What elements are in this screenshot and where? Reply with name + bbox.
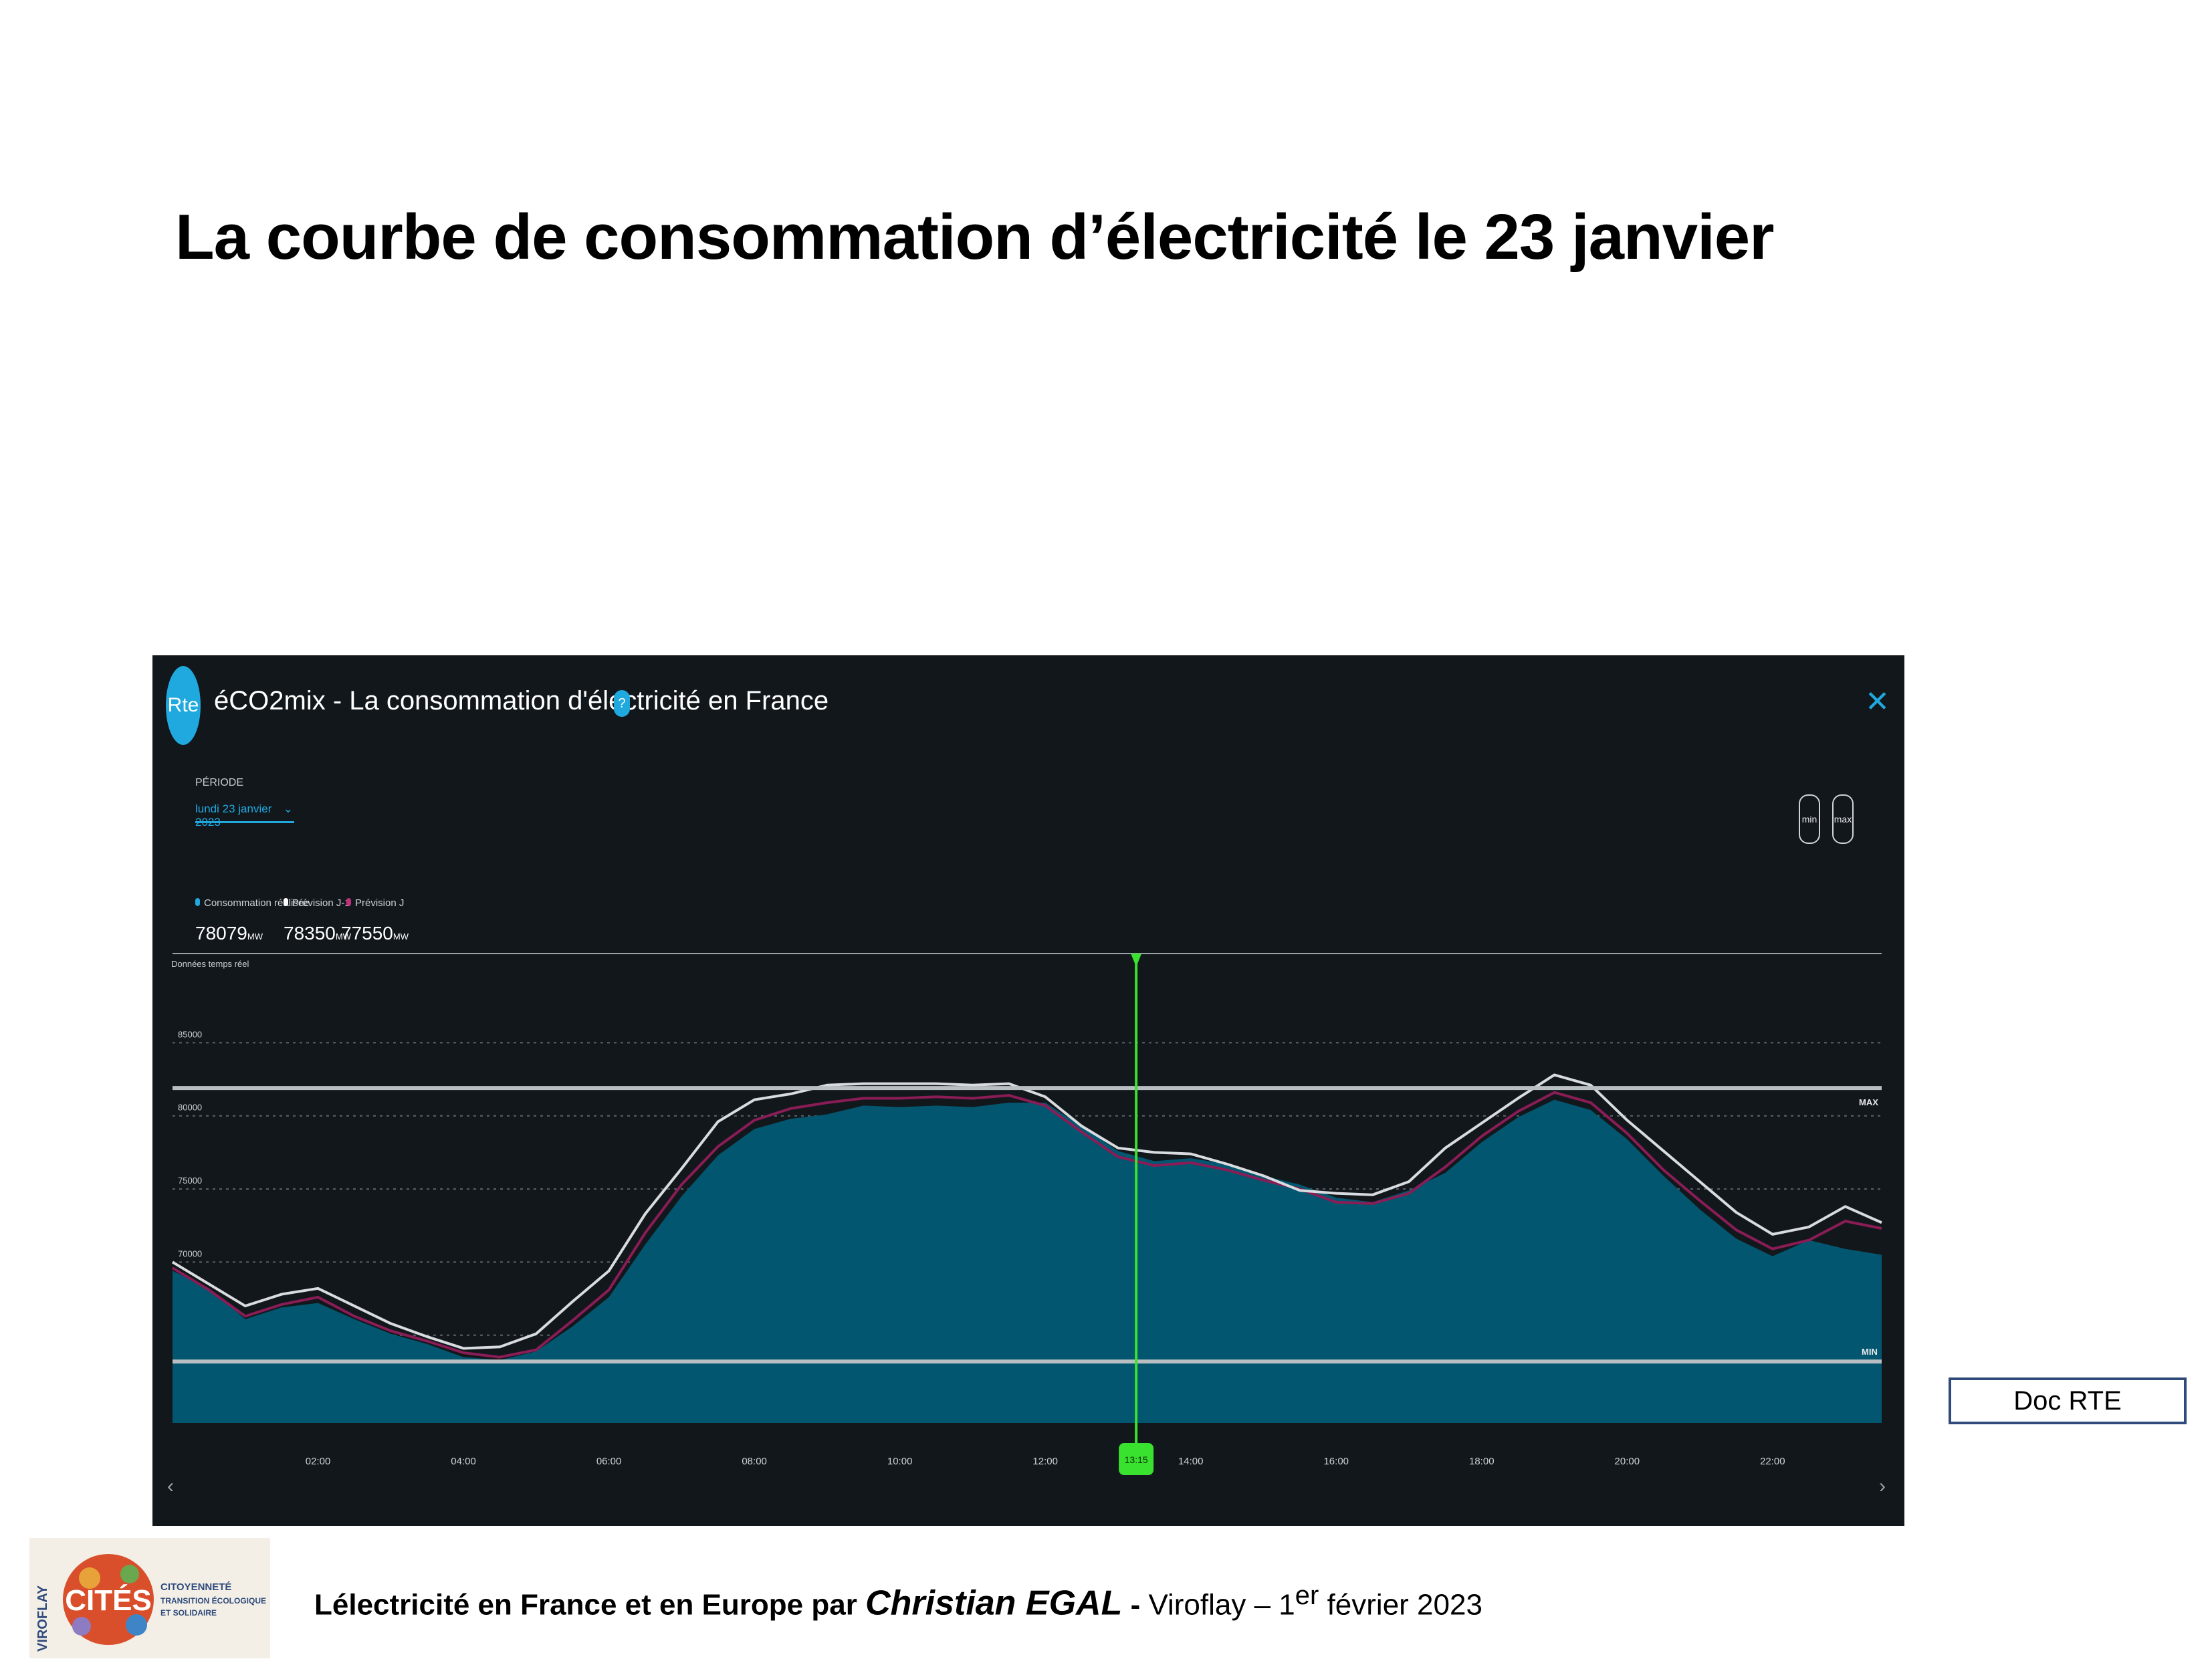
svg-text:ET SOLIDAIRE: ET SOLIDAIRE [160, 1608, 217, 1618]
period-dropdown[interactable]: lundi 23 janvier 2023 ⌄ [195, 802, 294, 828]
period-value: lundi 23 janvier 2023 [195, 802, 272, 828]
logo-side-text: VIROFLAY [35, 1585, 50, 1652]
x-tick-label: 20:00 [1615, 1456, 1640, 1467]
svg-text:TRANSITION ÉCOLOGIQUE: TRANSITION ÉCOLOGIQUE [160, 1595, 266, 1606]
next-day-icon: › [1879, 1475, 1886, 1497]
legend-item-realisee[interactable]: Consommation réalisée [195, 897, 310, 909]
legend-dot-icon [346, 898, 351, 906]
legend-dot-icon [195, 898, 200, 906]
series-area-consommation-realisee [173, 1099, 1882, 1423]
x-tick-label: 02:00 [306, 1456, 331, 1467]
x-tick-label: 10:00 [887, 1456, 913, 1467]
x-tick-label: 16:00 [1323, 1456, 1349, 1467]
min-button[interactable]: min [1799, 794, 1820, 844]
series-line-prevision-j [171, 1091, 1882, 1359]
time-cursor-label: 13:15 [1125, 1454, 1148, 1465]
app-title: éCO2mix - La consommation d'électricité … [214, 686, 829, 715]
max-button[interactable]: max [1832, 794, 1854, 844]
chart-subtitle: Données temps réel [171, 959, 249, 969]
help-icon[interactable]: ? [614, 690, 630, 717]
max-line-label: MAX [1859, 1097, 1878, 1107]
x-tick-label: 22:00 [1760, 1456, 1785, 1467]
y-tick-label: 80000 [178, 1103, 202, 1113]
eco2mix-screenshot: Rte éCO2mix - La consommation d'électric… [152, 655, 1904, 1526]
close-icon[interactable]: ✕ [1865, 685, 1890, 718]
min-line-label: MIN [1862, 1347, 1878, 1357]
slide-title: La courbe de consommation d’électricité … [175, 201, 1774, 273]
legend-item-prevision-j[interactable]: Prévision J [346, 897, 404, 909]
time-cursor-handle [1119, 1443, 1154, 1475]
legend-value-prevision-j: 77550MW [341, 923, 409, 944]
time-cursor-arrow-icon [1131, 954, 1142, 967]
y-tick-label: 75000 [178, 1176, 202, 1186]
doc-rte-label: Doc RTE [1949, 1377, 2187, 1424]
x-tick-label: 14:00 [1178, 1456, 1204, 1467]
prev-day-icon: ‹ [167, 1475, 174, 1497]
x-tick-label: 18:00 [1469, 1456, 1495, 1467]
series-line-prevision-j1 [171, 1073, 1882, 1350]
svg-text:CITOYENNETÉ: CITOYENNETÉ [160, 1581, 231, 1593]
footer-author: Christian EGAL [865, 1583, 1123, 1623]
legend-value-prevision-j1: 78350MW [284, 923, 351, 944]
x-tick-label: 08:00 [742, 1456, 767, 1467]
consumption-chart[interactable]: Données temps réel6000065000700007500080… [152, 655, 1904, 1526]
x-tick-label: 06:00 [596, 1456, 622, 1467]
legend-item-prevision-j1[interactable]: Prévision J-1 [284, 897, 350, 909]
logo-text: CITÉS [65, 1583, 152, 1617]
period-label: PÉRIODE [195, 777, 244, 788]
legend-value-realisee: 78079MW [195, 923, 263, 944]
y-tick-label: 85000 [178, 1029, 202, 1039]
x-tick-label: 12:00 [1032, 1456, 1058, 1467]
slide-footer: Lélectricité en France et en Europe par … [314, 1581, 1482, 1623]
y-tick-label: 70000 [178, 1248, 202, 1258]
legend-dot-icon [284, 898, 288, 906]
chevron-down-icon: ⌄ [283, 802, 293, 815]
x-tick-label: 04:00 [451, 1456, 476, 1467]
cites-logo: CITÉS VIROFLAY CITOYENNETÉ TRANSITION ÉC… [29, 1538, 270, 1658]
rte-logo[interactable]: Rte [166, 666, 201, 745]
